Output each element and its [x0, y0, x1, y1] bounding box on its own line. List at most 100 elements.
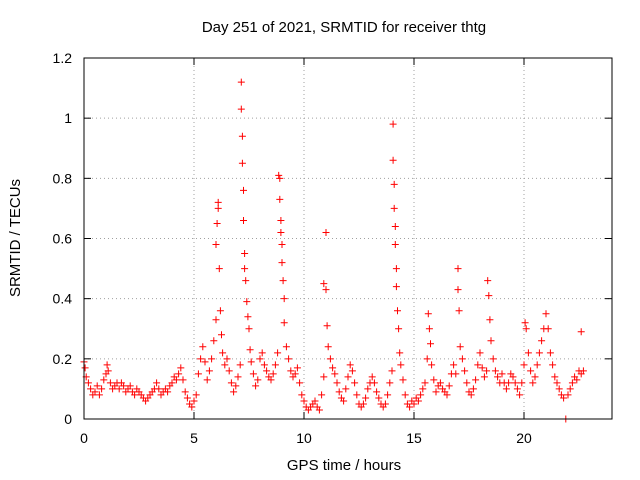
data-point — [84, 379, 92, 387]
data-point — [104, 367, 112, 375]
data-point — [234, 373, 242, 381]
data-point — [351, 379, 359, 387]
data-point — [291, 370, 299, 378]
data-point — [395, 325, 403, 333]
data-point — [197, 355, 205, 363]
data-point — [389, 120, 397, 128]
y-tick-label: 0.4 — [53, 291, 73, 307]
data-point — [218, 331, 225, 339]
data-point — [245, 325, 253, 333]
data-point — [219, 349, 227, 357]
data-point — [277, 228, 285, 236]
data-point — [494, 373, 502, 381]
data-point — [425, 325, 433, 333]
data-point — [183, 394, 191, 402]
data-point — [276, 195, 284, 203]
data-point — [455, 307, 463, 315]
data-point — [322, 228, 330, 236]
data-point — [131, 391, 139, 399]
data-point — [87, 385, 95, 393]
data-point — [502, 385, 510, 393]
data-point — [386, 379, 394, 387]
data-point — [423, 355, 431, 363]
data-point — [445, 382, 453, 390]
data-point — [478, 364, 486, 372]
data-point — [443, 391, 451, 399]
data-point — [155, 385, 163, 393]
data-point — [513, 385, 521, 393]
y-tick-label: 0.6 — [53, 231, 73, 247]
data-point — [527, 367, 535, 375]
data-point — [414, 397, 422, 405]
data-point — [333, 379, 341, 387]
data-point — [346, 361, 354, 369]
data-point — [384, 391, 392, 399]
data-point — [212, 316, 220, 324]
data-point — [535, 349, 543, 357]
data-point — [344, 373, 352, 381]
data-point — [544, 325, 552, 333]
data-point — [278, 241, 286, 249]
data-point — [472, 376, 480, 384]
data-point — [396, 349, 404, 357]
data-point — [214, 204, 222, 212]
x-axis-title: GPS time / hours — [287, 457, 401, 474]
data-point — [179, 376, 187, 384]
data-point — [401, 391, 409, 399]
data-point — [269, 370, 277, 378]
data-point — [399, 376, 407, 384]
data-point — [322, 286, 330, 294]
data-point — [175, 370, 183, 378]
data-point — [298, 391, 306, 399]
data-point — [484, 277, 492, 285]
data-point — [227, 379, 235, 387]
data-point — [511, 379, 519, 387]
data-point — [242, 277, 250, 285]
data-point — [240, 186, 247, 194]
data-point — [476, 349, 484, 357]
data-point — [498, 370, 506, 378]
data-point — [331, 370, 339, 378]
data-point — [329, 364, 337, 372]
axis-ticks: 0 0.2 0.4 0.6 0.8 1 1.2 0 5 10 15 20 — [53, 50, 612, 446]
data-point — [258, 349, 266, 357]
data-point — [390, 204, 398, 212]
data-point — [421, 379, 429, 387]
y-tick-label: 1.2 — [53, 50, 73, 66]
data-point — [524, 349, 532, 357]
data-point — [275, 171, 283, 179]
data-point — [120, 382, 128, 390]
data-point — [263, 367, 271, 375]
data-point — [225, 367, 233, 375]
data-point — [450, 361, 458, 369]
data-point — [153, 379, 161, 387]
data-point — [364, 385, 372, 393]
data-point — [181, 388, 189, 396]
y-tick-label: 1 — [64, 110, 72, 126]
data-point — [93, 382, 101, 390]
data-point — [428, 361, 436, 369]
data-point — [392, 265, 400, 273]
data-point — [278, 259, 286, 267]
data-point — [172, 376, 180, 384]
data-point — [353, 391, 361, 399]
data-point — [300, 397, 308, 405]
data-point — [91, 388, 99, 396]
data-point — [260, 361, 268, 369]
data-point — [521, 319, 529, 327]
data-point — [487, 337, 495, 345]
data-point — [516, 391, 524, 399]
data-point — [390, 180, 398, 188]
data-point — [469, 385, 477, 393]
data-point — [236, 361, 244, 369]
data-point — [454, 265, 462, 273]
data-point — [81, 364, 89, 372]
data-point — [577, 328, 585, 336]
data-point — [126, 382, 134, 390]
data-point — [375, 394, 383, 402]
data-point — [216, 307, 224, 315]
data-point — [237, 105, 245, 113]
data-point — [103, 361, 111, 369]
data-point — [463, 379, 471, 387]
data-point — [279, 277, 287, 285]
